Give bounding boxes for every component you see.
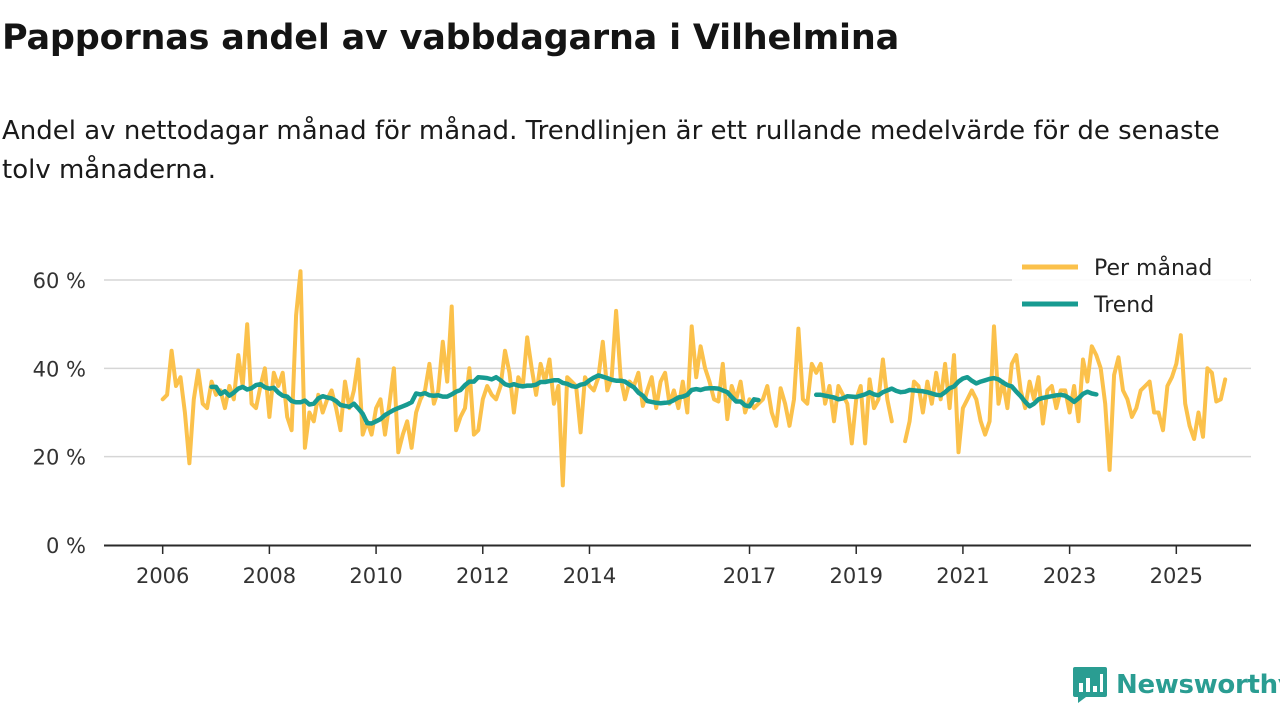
x-tick-label: 2006 (136, 564, 189, 588)
legend-label-trend: Trend (1093, 293, 1154, 318)
legend-background (1012, 250, 1250, 322)
x-tick-label: 2010 (349, 564, 402, 588)
series-trend (209, 373, 1099, 426)
y-tick-label: 40 % (33, 357, 86, 381)
legend: Per månad Trend (1012, 250, 1250, 322)
x-tick-label: 2017 (723, 564, 776, 588)
x-tick-label: 2021 (936, 564, 989, 588)
newsworthy-logo-icon (1073, 667, 1107, 703)
chart-subtitle: Andel av nettodagar månad för månad. Tre… (2, 116, 1220, 185)
y-tick-label: 60 % (33, 269, 86, 293)
series-line-trend (209, 373, 1099, 426)
newsworthy-logo: Newsworthy (1072, 666, 1280, 704)
newsworthy-logo-text: Newsworthy (1116, 670, 1280, 700)
x-tick-label: 2008 (243, 564, 296, 588)
y-tick-label: 0 % (46, 534, 86, 558)
chart-title: Pappornas andel av vabbdagarna i Vilhelm… (2, 18, 899, 58)
line-chart: 0 % 20 % 40 % 60 % 2006 2008 2010 2012 2014 2017… (32, 250, 1251, 588)
series-lines (160, 269, 1228, 488)
x-tick-label: 2014 (563, 564, 616, 588)
series-per-manad (160, 269, 1228, 488)
y-axis-labels: 0 % 20 % 40 % 60 % (33, 269, 86, 558)
y-tick-label: 20 % (33, 446, 86, 470)
x-axis-labels: 2006 2008 2010 2012 2014 2017 2019 2021 2023 2025 (136, 546, 1203, 588)
legend-label-per-manad: Per månad (1094, 255, 1212, 281)
x-tick-label: 2023 (1043, 564, 1096, 588)
x-tick-label: 2025 (1150, 564, 1203, 588)
x-tick-label: 2012 (456, 564, 509, 588)
x-tick-label: 2019 (829, 564, 882, 588)
series-line-per-manad (160, 269, 1228, 488)
